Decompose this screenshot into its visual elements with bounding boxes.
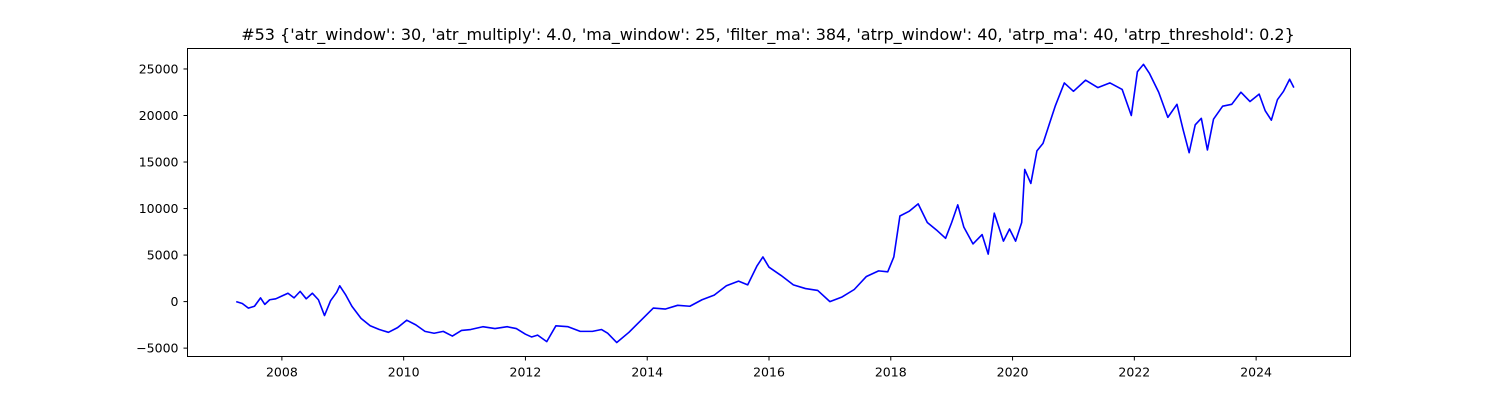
plot-frame [187,48,1351,357]
x-tick-label: 2020 [997,365,1029,380]
x-tick-label: 2016 [753,365,785,380]
y-tick-label: −5000 [136,341,178,356]
x-tick-label: 2014 [631,365,663,380]
x-axis: 2008 2010 2012 2014 2016 2018 2020 2022 2024 [266,356,1272,380]
x-tick-label: 2012 [510,365,542,380]
chart-title: #53 {'atr_window': 30, 'atr_multiply': 4… [241,25,1295,45]
x-tick-label: 2018 [875,365,907,380]
y-tick-label: 20000 [139,108,179,123]
y-tick-label: 5000 [147,248,179,263]
y-tick-label: 0 [171,294,179,309]
y-tick-label: 15000 [139,155,179,170]
y-axis: −5000 0 5000 10000 15000 20000 25000 [136,61,188,356]
y-tick-label: 25000 [139,61,179,76]
x-tick-label: 2022 [1118,365,1150,380]
series-line-0 [235,63,1295,344]
series-layer [235,63,1295,344]
x-tick-label: 2024 [1240,365,1272,380]
x-tick-label: 2010 [388,365,420,380]
y-tick-label: 10000 [139,201,179,216]
x-tick-label: 2008 [266,365,298,380]
